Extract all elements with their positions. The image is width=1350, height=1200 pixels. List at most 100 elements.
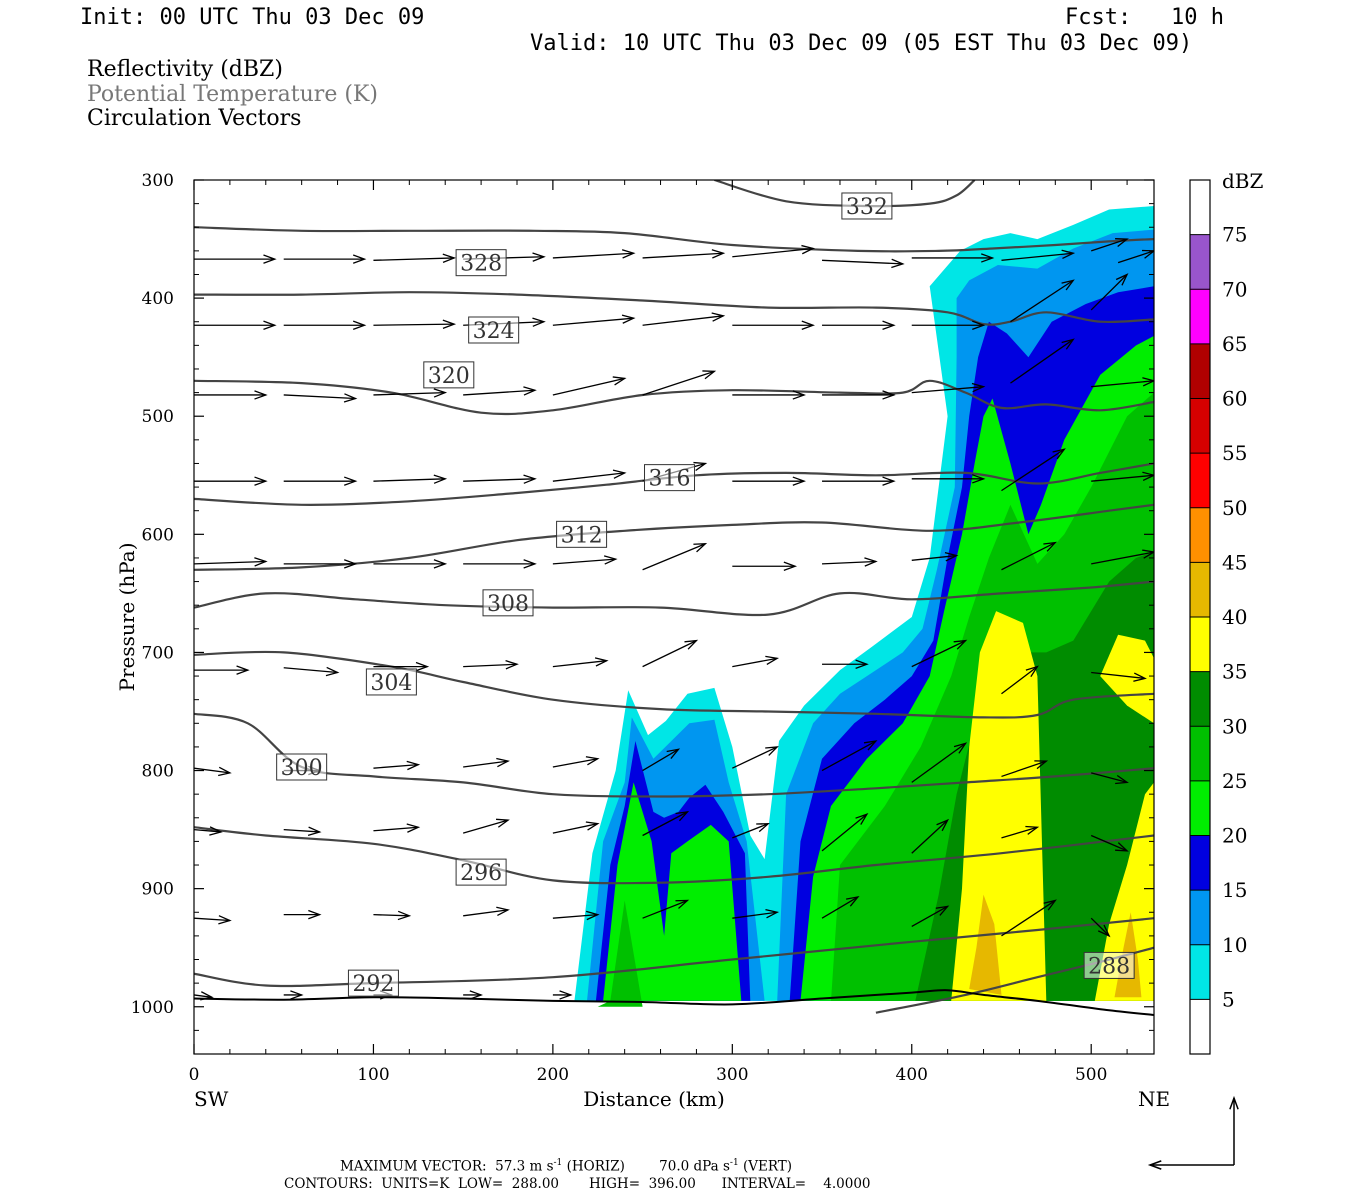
circulation-vector bbox=[373, 474, 448, 484]
circulation-vector bbox=[1091, 549, 1154, 565]
circulation-vector bbox=[642, 249, 726, 259]
circulation-vector bbox=[283, 476, 358, 486]
circulation-vector bbox=[642, 639, 699, 668]
circulation-vector bbox=[552, 821, 600, 834]
circulation-vector bbox=[911, 474, 986, 484]
colorbar-swatch bbox=[1190, 562, 1210, 617]
circulation-vector bbox=[283, 320, 367, 330]
circulation-vector bbox=[283, 254, 367, 264]
terrain-surface bbox=[193, 989, 1155, 1016]
reference-vector-arrow bbox=[1147, 1095, 1239, 1170]
circulation-vector bbox=[1090, 834, 1129, 852]
colorbar-tick-label: 70 bbox=[1222, 277, 1247, 301]
theta-contour-304 bbox=[194, 650, 1154, 719]
svg-text:312: 312 bbox=[561, 523, 603, 548]
colorbar-swatch bbox=[1190, 780, 1210, 836]
x-left-direction-label: SW bbox=[194, 1087, 229, 1111]
theta-contour-320 bbox=[194, 379, 1154, 416]
circulation-vector bbox=[911, 905, 950, 928]
circulation-vector bbox=[732, 244, 815, 258]
contours-note: CONTOURS: UNITS=K LOW= 288.00 HIGH= 396.… bbox=[284, 1176, 871, 1192]
max-vector-note: MAXIMUM VECTOR: 57.3 m s-1 (HORIZ) 70.0 … bbox=[340, 1158, 793, 1175]
circulation-vector bbox=[1001, 899, 1057, 937]
reflectivity-region-20-dbz bbox=[603, 782, 742, 1001]
reflectivity-region-25-dbz bbox=[597, 900, 643, 1007]
y-tick-label: 300 bbox=[142, 171, 174, 191]
svg-text:288: 288 bbox=[1088, 954, 1130, 979]
circulation-vector bbox=[1010, 279, 1075, 323]
circulation-vector bbox=[373, 910, 412, 921]
circulation-vector bbox=[1001, 448, 1066, 492]
colorbar-swatch bbox=[1190, 507, 1210, 563]
theta-label-304: 304 bbox=[365, 668, 417, 696]
circulation-vector bbox=[194, 826, 223, 836]
theta-contour-324 bbox=[194, 291, 1154, 326]
colorbar-tick-label: 45 bbox=[1222, 550, 1247, 574]
colorbar-swatch bbox=[1190, 835, 1210, 891]
colorbar-swatch bbox=[1190, 999, 1210, 1054]
circulation-vector bbox=[463, 386, 537, 396]
theta-contour-312 bbox=[194, 503, 1154, 571]
circulation-vector bbox=[1001, 541, 1058, 571]
circulation-vector bbox=[911, 253, 995, 263]
x-tick-label: 500 bbox=[1075, 1065, 1107, 1085]
svg-text:296: 296 bbox=[460, 861, 502, 886]
x-axis-label: Distance (km) bbox=[583, 1087, 725, 1111]
theta-contour-292 bbox=[194, 917, 1154, 988]
valid-time: Valid: 10 UTC Thu 03 Dec 09 (05 EST Thu … bbox=[530, 31, 1193, 56]
circulation-vector bbox=[822, 390, 896, 400]
colorbar-swatch bbox=[1190, 343, 1210, 399]
circulation-vector bbox=[373, 661, 430, 672]
circulation-vector bbox=[732, 476, 806, 486]
colorbar-tick-label: 25 bbox=[1222, 769, 1247, 793]
circulation-vector bbox=[194, 665, 250, 675]
circulation-vector bbox=[373, 760, 421, 771]
theta-label-316: 316 bbox=[644, 464, 696, 492]
colorbar-tick-label: 40 bbox=[1222, 605, 1247, 629]
x-tick-label: 0 bbox=[189, 1065, 200, 1085]
x-tick-label: 100 bbox=[357, 1065, 389, 1085]
theta-label-308: 308 bbox=[482, 589, 534, 617]
circulation-vector bbox=[822, 557, 878, 567]
colorbar-swatch bbox=[1190, 453, 1210, 508]
circulation-vector bbox=[1001, 665, 1039, 695]
circulation-vector bbox=[463, 559, 537, 569]
colorbar-title: dBZ bbox=[1222, 169, 1264, 193]
circulation-vector bbox=[463, 660, 519, 670]
circulation-vector bbox=[911, 320, 986, 330]
x-tick-label: 400 bbox=[896, 1065, 928, 1085]
theta-label-312: 312 bbox=[556, 520, 608, 548]
y-tick-label: 400 bbox=[142, 289, 174, 309]
colorbar-swatch bbox=[1190, 289, 1210, 344]
colorbar-swatch bbox=[1190, 671, 1210, 727]
circulation-vectors bbox=[194, 238, 1154, 1001]
y-tick-label: 700 bbox=[142, 643, 174, 663]
field-reflectivity: Reflectivity (dBZ) bbox=[87, 57, 283, 82]
y-tick-label: 500 bbox=[142, 407, 174, 427]
circulation-vector bbox=[642, 370, 717, 396]
colorbar-tick-label: 55 bbox=[1222, 441, 1247, 465]
circulation-vector bbox=[732, 746, 779, 769]
circulation-vector bbox=[552, 555, 618, 565]
circulation-vector bbox=[642, 312, 726, 326]
circulation-vector bbox=[821, 740, 878, 772]
circulation-vector bbox=[821, 895, 860, 919]
circulation-vector bbox=[642, 810, 690, 837]
circulation-vector bbox=[1001, 825, 1040, 839]
circulation-vector bbox=[194, 320, 277, 330]
circulation-vector bbox=[552, 990, 573, 1000]
colorbar-tick-label: 35 bbox=[1222, 660, 1247, 684]
colorbar-tick-label: 75 bbox=[1222, 223, 1247, 247]
forecast-hour: Fcst: 10 h bbox=[1065, 5, 1224, 30]
circulation-vector bbox=[1001, 760, 1049, 778]
colorbar-tick-label: 60 bbox=[1222, 387, 1247, 411]
circulation-vector bbox=[1117, 249, 1154, 264]
theta-label-320: 320 bbox=[423, 361, 475, 389]
plot-frame bbox=[193, 179, 1155, 1055]
theta-contour-296 bbox=[194, 826, 1154, 885]
svg-text:328: 328 bbox=[460, 252, 502, 277]
reflectivity-region-35-dbz bbox=[951, 611, 1047, 1001]
circulation-vector bbox=[463, 990, 483, 1000]
